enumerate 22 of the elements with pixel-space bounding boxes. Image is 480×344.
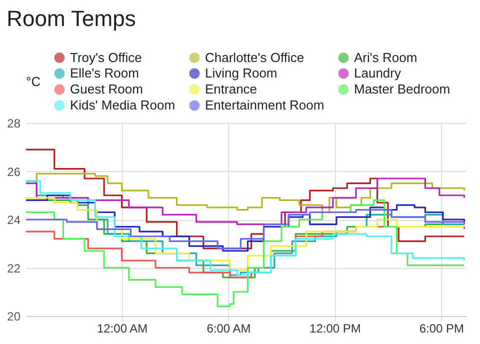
legend-label: Entrance	[205, 82, 258, 96]
x-tick-label: 6:00 PM	[419, 322, 464, 336]
legend-label: Living Room	[205, 66, 278, 80]
legend-label: Kids' Media Room	[70, 98, 176, 112]
y-tick-label: 24	[7, 213, 21, 227]
chart-title: Room Temps	[6, 6, 136, 31]
legend-title: °C	[26, 74, 41, 89]
y-tick-label: 20	[7, 310, 21, 324]
y-tick-label: 28	[7, 116, 21, 130]
legend-label: Entertainment Room	[205, 98, 324, 112]
legend-label: Troy's Office	[70, 50, 142, 65]
x-tick-label: 12:00 AM	[96, 322, 148, 336]
y-tick-label: 26	[7, 164, 21, 179]
x-tick-label: 12:00 PM	[310, 322, 361, 336]
legend-label: Laundry	[354, 66, 402, 80]
x-tick-label: 6:00 AM	[206, 322, 251, 336]
legend-label: Ari's Room	[354, 50, 418, 65]
legend-label: Guest Room	[70, 82, 143, 96]
legend-label: Master Bedroom	[354, 82, 450, 96]
legend-label: Charlotte's Office	[205, 50, 304, 65]
legend-label: Elle's Room	[70, 66, 139, 80]
y-tick-label: 22	[7, 261, 21, 276]
